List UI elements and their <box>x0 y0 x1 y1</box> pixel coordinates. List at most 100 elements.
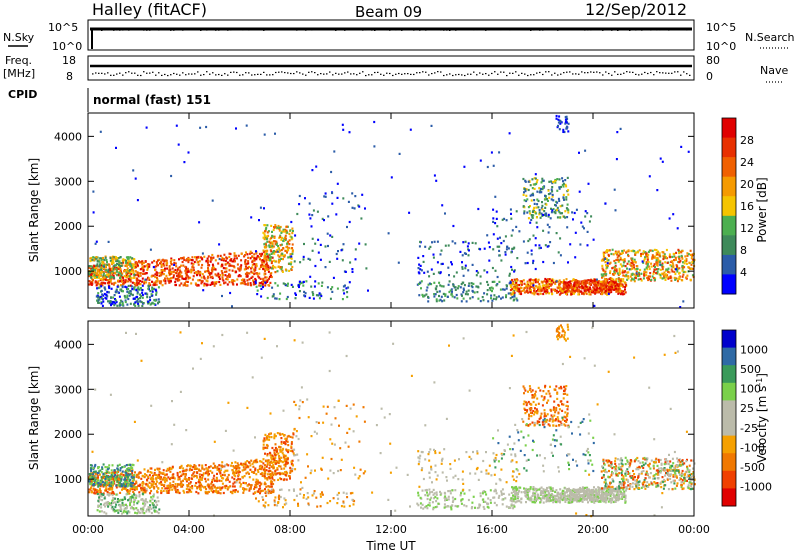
power-cell <box>551 278 554 281</box>
power-cell <box>532 234 535 237</box>
power-cell <box>313 285 316 288</box>
power-cell <box>201 252 204 255</box>
power-cell <box>681 275 684 278</box>
velocity-cell <box>152 482 155 485</box>
velocity-cell <box>205 467 208 470</box>
power-cell <box>263 268 266 271</box>
velocity-cell <box>171 485 174 488</box>
velocity-cell <box>193 467 196 470</box>
power-cell <box>291 232 294 235</box>
power-cell <box>608 284 611 287</box>
power-cell <box>419 268 422 271</box>
power-cell <box>171 267 174 270</box>
nave-dot <box>644 71 646 74</box>
nave-dot <box>590 71 592 73</box>
velocity-cell <box>114 470 117 473</box>
power-cell <box>127 257 130 260</box>
nsearch-dot <box>416 28 418 30</box>
power-cell <box>686 274 689 277</box>
power-cell <box>668 253 671 256</box>
power-cell <box>197 270 200 273</box>
power-cell <box>646 276 649 280</box>
power-cell <box>134 263 137 266</box>
velocity-cell <box>261 471 264 475</box>
power-cell <box>107 275 110 278</box>
power-cell <box>335 252 338 256</box>
nave-dot <box>296 71 298 73</box>
power-cell <box>491 280 494 283</box>
power-cell <box>656 257 659 260</box>
power-cell <box>614 264 617 267</box>
power-cell <box>536 179 539 182</box>
velocity-cell <box>104 476 107 479</box>
velocity-cell <box>242 466 245 469</box>
power-cell <box>602 255 605 258</box>
power-cell <box>207 275 209 278</box>
power-cell <box>96 256 99 259</box>
power-cell <box>486 293 489 296</box>
nave-dot <box>260 73 262 76</box>
power-cell <box>112 256 115 259</box>
power-cell <box>559 281 562 284</box>
power-cell <box>676 280 679 283</box>
power-cell <box>676 227 679 230</box>
power-cell <box>347 286 350 289</box>
nsearch-dot <box>245 28 247 31</box>
velocity-cell <box>207 474 210 477</box>
power-cell <box>492 297 495 300</box>
power-cell <box>341 123 344 126</box>
velocity-cell <box>187 491 190 494</box>
velocity-cell <box>158 473 161 476</box>
power-cell <box>344 284 346 287</box>
power-cell <box>470 282 473 285</box>
power-cell <box>195 256 198 259</box>
power-cell <box>109 280 112 283</box>
power-cell <box>559 292 562 295</box>
power-cell <box>152 283 155 286</box>
nave-dot <box>335 72 337 74</box>
velocity-cell <box>91 479 93 482</box>
power-cell <box>264 230 266 233</box>
power-cell <box>472 290 475 293</box>
power-cell <box>537 281 539 284</box>
power-cell <box>547 285 550 288</box>
power-cell <box>196 274 198 277</box>
velocity-cell <box>183 491 186 494</box>
power-cell <box>471 241 474 244</box>
nave-dot <box>329 71 331 73</box>
nsearch-dot <box>488 29 490 31</box>
power-cell <box>298 280 301 283</box>
power-cell <box>143 265 146 268</box>
power-cell <box>155 289 158 292</box>
power-cell <box>151 280 153 283</box>
velocity-cell <box>233 485 236 488</box>
power-cell <box>430 124 433 127</box>
power-cell <box>100 302 103 305</box>
power-cell <box>490 294 493 297</box>
power-cell <box>636 265 639 268</box>
power-cell <box>466 293 469 296</box>
power-cell <box>346 291 349 294</box>
velocity-cell <box>211 480 213 484</box>
power-cell <box>115 256 117 259</box>
power-cell <box>435 298 438 301</box>
power-cell <box>189 258 191 261</box>
power-cell <box>659 157 662 160</box>
power-cell <box>113 265 116 268</box>
nsearch-dot <box>359 28 361 31</box>
power-cell <box>498 249 501 252</box>
power-cell <box>663 256 666 259</box>
velocity-cell <box>164 487 167 490</box>
power-cell <box>565 127 568 130</box>
power-cell <box>269 249 272 252</box>
power-cell <box>122 261 125 264</box>
power-cell <box>667 270 670 274</box>
nave-dot <box>638 74 640 76</box>
power-cell <box>201 263 204 267</box>
velocity-cell <box>260 468 263 471</box>
power-cell <box>617 260 620 263</box>
power-cell <box>197 263 200 266</box>
velocity-cell <box>129 489 132 492</box>
nsearch-dot <box>347 28 349 31</box>
power-cell <box>615 279 618 282</box>
